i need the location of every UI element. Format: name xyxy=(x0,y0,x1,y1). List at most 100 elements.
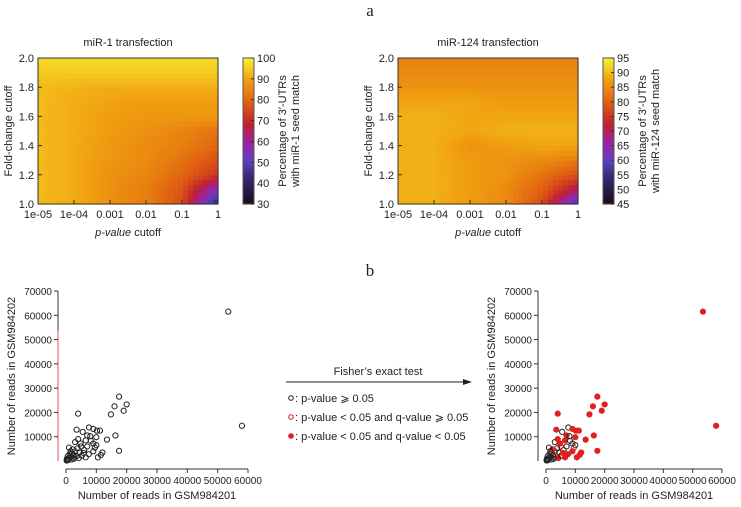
x-tick-label: 0.01 xyxy=(495,209,516,221)
colorbar-segment xyxy=(603,118,614,122)
heatmap-cell xyxy=(118,174,124,181)
heatmap-cell xyxy=(503,194,509,200)
heatmap-cell xyxy=(83,58,89,64)
heatmap-cell xyxy=(188,169,194,176)
heatmap-cell xyxy=(458,160,464,166)
heatmap-cell xyxy=(163,174,169,181)
heatmap-cell xyxy=(133,62,139,69)
heatmap-cell xyxy=(513,67,519,74)
heatmap-cell xyxy=(118,72,124,79)
data-point xyxy=(601,401,608,408)
heatmap-cell xyxy=(413,160,419,166)
heatmap-cell xyxy=(443,194,449,200)
heatmap-cell xyxy=(403,111,409,117)
heatmap-cell xyxy=(518,111,524,117)
heatmap-cell xyxy=(123,62,129,69)
heatmap-cell xyxy=(558,135,564,142)
heatmap-cell xyxy=(193,199,199,205)
heatmap-cell xyxy=(523,101,529,108)
heatmap-cell xyxy=(83,135,89,142)
heatmap-cell xyxy=(43,116,49,122)
heatmap-cell xyxy=(568,121,574,127)
heatmap-cell xyxy=(133,67,139,74)
heatmap-cell xyxy=(533,82,539,88)
heatmap-cell xyxy=(553,169,559,176)
colorbar-segment xyxy=(243,123,254,127)
heatmap-cell xyxy=(498,67,504,74)
colorbar-segment xyxy=(243,104,254,108)
heatmap-cell xyxy=(213,96,219,103)
heatmap-cell xyxy=(83,155,89,161)
heatmap-cell xyxy=(453,184,459,190)
heatmap-cell xyxy=(398,145,404,152)
x-tick-label: 10000 xyxy=(82,476,110,487)
colorbar-segment xyxy=(603,157,614,161)
heatmap-cell xyxy=(38,101,44,108)
heatmap-cell xyxy=(518,150,524,156)
heatmap-cell xyxy=(113,92,119,98)
heatmap-cell xyxy=(98,101,104,108)
heatmap-cell xyxy=(108,106,114,113)
heatmap-cell xyxy=(78,126,84,132)
heatmap-cell xyxy=(498,106,504,113)
heatmap-cell xyxy=(548,145,554,152)
colorbar-segment xyxy=(243,62,254,66)
heatmap-cell xyxy=(188,101,194,108)
colorbar-segment xyxy=(243,174,254,178)
heatmap-cell xyxy=(528,184,534,190)
heatmap-cell xyxy=(413,67,419,74)
heatmap-cell xyxy=(408,194,414,200)
x-tick-label: 60000 xyxy=(708,476,736,487)
data-point xyxy=(554,410,561,417)
heatmap-cell xyxy=(88,194,94,200)
heatmap-cell xyxy=(483,140,489,147)
heatmap-cell xyxy=(548,121,554,127)
heatmap-cell xyxy=(73,145,79,152)
heatmap-cell xyxy=(448,72,454,79)
colorbar-segment xyxy=(243,199,254,203)
colorbar-segment xyxy=(243,148,254,152)
heatmap-cell xyxy=(193,111,199,117)
heatmap-cell xyxy=(68,179,74,186)
heatmap-cell xyxy=(553,194,559,200)
heatmap-cell xyxy=(463,135,469,142)
heatmap-cell xyxy=(418,194,424,200)
heatmap-cell xyxy=(478,96,484,103)
heatmap-cell xyxy=(48,135,54,142)
heatmap-cell xyxy=(78,174,84,181)
heatmap-cell xyxy=(488,165,494,171)
heatmap-cell xyxy=(563,111,569,117)
heatmap-cell xyxy=(503,58,509,64)
data-point xyxy=(63,457,70,464)
heatmap-cell xyxy=(503,87,509,93)
heatmap-cell xyxy=(113,189,119,195)
heatmap-cell xyxy=(38,184,44,190)
heatmap-cell xyxy=(553,96,559,103)
heatmap-cell xyxy=(178,169,184,176)
colorbar-segment xyxy=(243,131,254,135)
x-tick-label: 0 xyxy=(543,476,549,487)
heatmap-cell xyxy=(568,140,574,147)
heatmap-cell xyxy=(198,135,204,142)
heatmap-cell xyxy=(403,189,409,195)
heatmap-cell xyxy=(163,165,169,171)
heatmap-cell xyxy=(548,87,554,93)
heatmap-cell xyxy=(398,82,404,88)
colorbar-segment xyxy=(603,189,614,193)
heatmap-cell xyxy=(93,165,99,171)
heatmap-cell xyxy=(213,131,219,137)
heatmap-cell xyxy=(118,77,124,83)
heatmap-cell xyxy=(118,169,124,176)
heatmap-cell xyxy=(203,67,209,74)
heatmap-cell xyxy=(403,184,409,190)
heatmap-cell xyxy=(468,77,474,83)
heatmap-cell xyxy=(568,82,574,88)
heatmap-cell xyxy=(58,194,64,200)
colorbar-segment xyxy=(603,113,614,117)
heatmap-cell xyxy=(178,111,184,117)
heatmap-cell xyxy=(408,96,414,103)
colorbar-segment xyxy=(603,167,614,171)
heatmap-cell xyxy=(468,106,474,113)
heatmap-cell xyxy=(528,126,534,132)
heatmap-cell xyxy=(453,101,459,108)
